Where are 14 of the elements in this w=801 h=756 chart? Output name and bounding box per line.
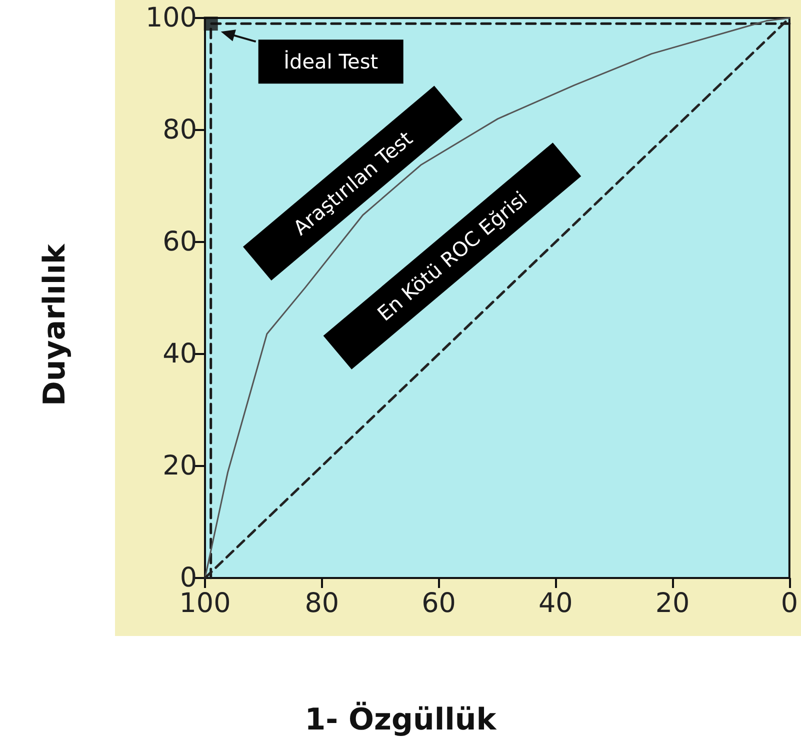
y-tick-label: 0 <box>180 562 197 594</box>
x-axis-title: 1- Özgüllük <box>304 702 498 738</box>
x-tick-label: 60 <box>422 588 456 619</box>
y-tick-label: 60 <box>162 226 197 258</box>
y-tick-label: 80 <box>162 114 197 146</box>
y-tick-label: 100 <box>145 2 197 34</box>
x-tick-label: 20 <box>655 588 690 619</box>
y-tick-label: 20 <box>162 450 197 482</box>
y-tick-label: 40 <box>162 338 197 370</box>
y-axis-title: Duyarlılık <box>38 242 72 406</box>
x-tick-label: 0 <box>780 588 798 619</box>
x-tick-label: 80 <box>304 588 340 619</box>
x-tick-label: 40 <box>538 588 573 619</box>
series-label: İdeal Test <box>284 50 378 74</box>
